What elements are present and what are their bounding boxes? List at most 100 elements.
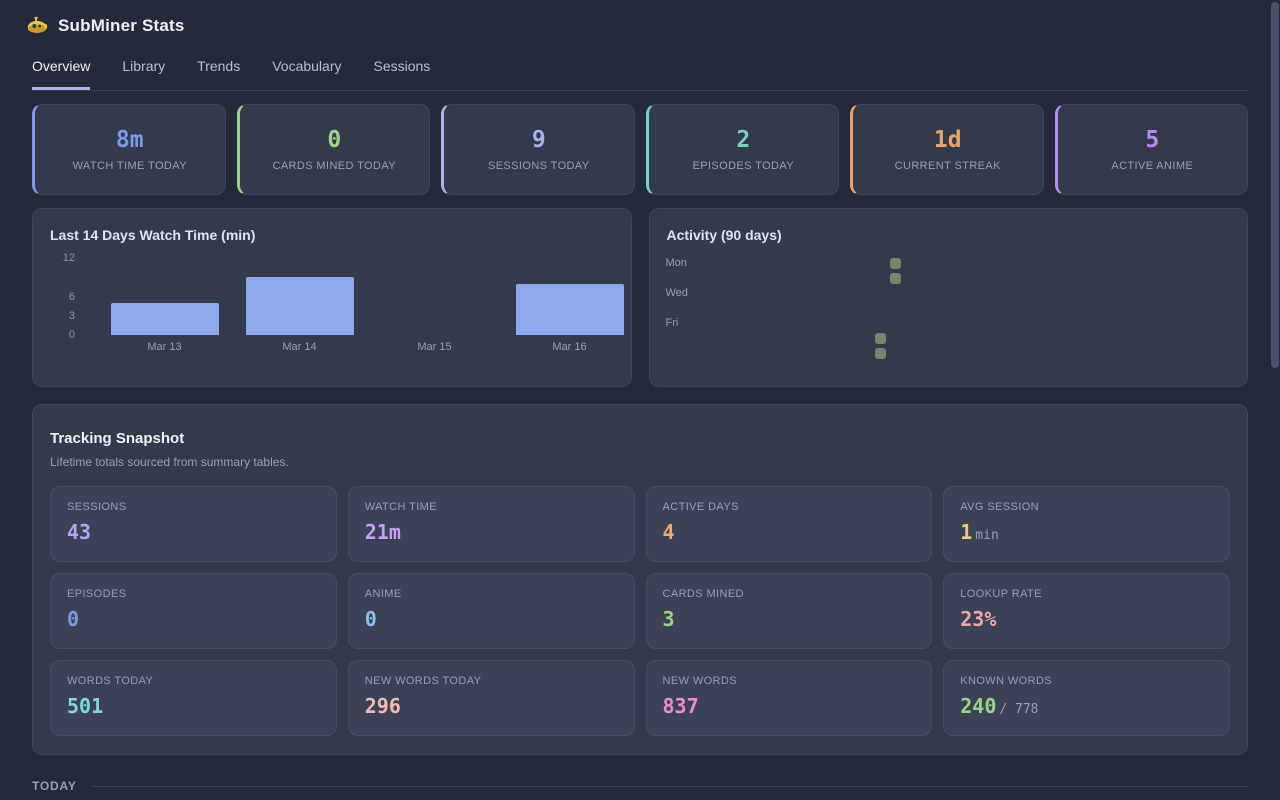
tab-overview[interactable]: Overview [32, 58, 91, 90]
stat-value: 9 [531, 127, 546, 153]
app-title: SubMiner Stats [58, 16, 185, 35]
tab-sessions[interactable]: Sessions [374, 58, 431, 90]
tile-label: NEW WORDS [662, 675, 737, 687]
tile-label: ANIME [364, 588, 402, 600]
tile-value-number: 240 [960, 694, 997, 718]
y-tick-label: 0 [68, 329, 75, 341]
stat-label: SESSIONS TODAY [487, 160, 590, 172]
tile-value: 0 [365, 607, 618, 631]
tile-avg-session: AVG SESSION 1 min [943, 486, 1230, 562]
tile-value-number: 23% [960, 607, 997, 631]
tracking-snapshot-subtitle: Lifetime totals sourced from summary tab… [50, 455, 289, 469]
stat-label: CARDS MINED TODAY [272, 160, 397, 172]
bar-slot [232, 258, 367, 335]
tile-value-number: 21m [364, 520, 401, 544]
stat-label: ACTIVE ANIME [1111, 160, 1194, 172]
tabs-divider [32, 90, 1248, 91]
summary-stat-card: 0 CARDS MINED TODAY [236, 104, 430, 195]
tile-label: SESSIONS [67, 501, 127, 513]
tile-label: EPISODES [67, 588, 127, 600]
tile-label: NEW WORDS TODAY [364, 675, 482, 687]
x-tick-label: Mar 15 [417, 341, 452, 353]
tile-label: KNOWN WORDS [960, 675, 1053, 687]
heatmap-row-label: Wed [665, 287, 688, 299]
tile-active-days: ACTIVE DAYS 4 [645, 486, 933, 562]
y-tick-label: 3 [68, 309, 75, 322]
tile-label: WATCH TIME [364, 501, 437, 513]
tile-value: 21m [365, 520, 618, 544]
tile-value: 837 [663, 694, 916, 718]
tab-label: Trends [197, 58, 241, 74]
bar-chart-y-axis: 12 6 3 0 [49, 252, 75, 386]
stat-value: 2 [736, 127, 751, 153]
stat-value: 5 [1145, 127, 1160, 153]
tile-value-suffix: / 778 [999, 702, 1039, 717]
tile-sessions: SESSIONS 43 [50, 486, 337, 562]
tile-value-number: 43 [67, 520, 92, 544]
tab-label: Vocabulary [272, 58, 342, 74]
tile-value: 4 [663, 520, 916, 544]
tracking-snapshot-title: Tracking Snapshot [50, 430, 185, 447]
bar-slot [97, 258, 232, 335]
charts-row: Last 14 Days Watch Time (min) 12 6 3 0 Mar … [32, 208, 1248, 387]
tile-label: WORDS TODAY [67, 675, 154, 687]
y-tick-label: 12 [62, 252, 75, 264]
tile-value: 240/ 778 [960, 694, 1213, 718]
bar-chart-title: Last 14 Days Watch Time (min) [50, 227, 256, 243]
heatmap-row-label: Mon [665, 257, 687, 269]
tab-label: Sessions [373, 58, 431, 74]
tile-watch-time: WATCH TIME 21m [347, 486, 635, 562]
stat-label: EPISODES TODAY [692, 160, 795, 172]
x-tick-label: Mar 14 [282, 341, 317, 353]
heatmap-active-cell [889, 273, 901, 284]
tile-label: CARDS MINED [662, 588, 744, 600]
tile-value: 3 [663, 607, 916, 631]
tab-label: Library [122, 58, 166, 74]
today-section-header: TODAY [32, 779, 1248, 793]
bar-mar-14 [245, 277, 354, 335]
summary-cards-row: 8m WATCH TIME TODAY 0 CARDS MINED TODAY … [32, 104, 1248, 195]
nav-tabs: Overview Library Trends Vocabulary Sessions [16, 58, 1264, 90]
submarine-logo-icon [26, 15, 48, 37]
vertical-scrollbar-thumb[interactable] [1271, 2, 1279, 368]
today-section-divider [90, 785, 1248, 787]
tab-library[interactable]: Library [122, 58, 165, 90]
tile-value-suffix: min [975, 528, 999, 543]
heatmap-active-cell [874, 333, 886, 344]
summary-stat-card: 1d CURRENT STREAK [850, 104, 1044, 195]
stat-label: CURRENT STREAK [894, 160, 1001, 172]
heatmap-title: Activity (90 days) [666, 227, 782, 243]
tile-value-number: 1 [960, 520, 973, 544]
bar-chart-plot [97, 258, 637, 335]
tile-new-words-today: NEW WORDS TODAY 296 [347, 660, 635, 736]
y-tick-label: 6 [68, 290, 75, 303]
tile-label: ACTIVE DAYS [662, 501, 739, 513]
tile-words-today: WORDS TODAY 501 [50, 660, 337, 736]
bar-chart-area: 12 6 3 0 Mar 13 Mar 14 Mar 15 Mar 16 [33, 252, 631, 386]
activity-heatmap-card: Activity (90 days) Mon Wed Fri [648, 208, 1248, 387]
watch-time-bar-chart-card: Last 14 Days Watch Time (min) 12 6 3 0 Mar … [32, 208, 632, 387]
tab-trends[interactable]: Trends [197, 58, 240, 90]
tile-value-number: 0 [364, 607, 377, 631]
stat-label: WATCH TIME TODAY [72, 160, 187, 172]
tile-value: 0 [67, 607, 320, 631]
summary-stat-card: 8m WATCH TIME TODAY [32, 104, 226, 195]
tile-known-words: KNOWN WORDS 240/ 778 [943, 660, 1230, 736]
tile-value-number: 501 [67, 694, 104, 718]
tile-value-number: 296 [364, 694, 401, 718]
tile-value-number: 3 [662, 607, 675, 631]
tile-value: 1 min [960, 520, 1213, 544]
bar-mar-13 [110, 302, 219, 335]
x-tick-label: Mar 13 [147, 341, 182, 353]
tile-episodes: EPISODES 0 [50, 573, 337, 649]
stat-value: 8m [115, 127, 144, 153]
tab-vocabulary[interactable]: Vocabulary [272, 58, 341, 90]
x-tick-label: Mar 16 [552, 341, 587, 353]
stat-value: 1d [933, 127, 962, 153]
summary-stat-card: 9 SESSIONS TODAY [441, 104, 635, 195]
tile-label: LOOKUP RATE [960, 588, 1042, 600]
bar-mar-16 [515, 283, 624, 335]
app-header: SubMiner Stats [16, 0, 1264, 37]
tile-value-number: 837 [662, 694, 699, 718]
